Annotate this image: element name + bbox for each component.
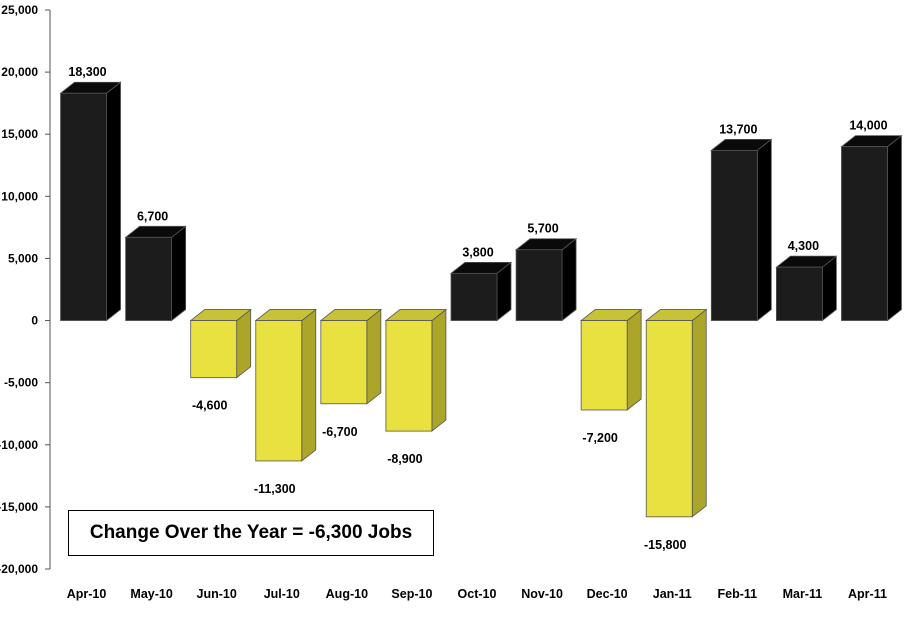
x-tick-label: Feb-11 <box>718 587 758 601</box>
bar-side <box>756 138 772 322</box>
data-label: 13,700 <box>719 122 757 136</box>
x-tick-label: Nov-10 <box>521 587 563 601</box>
x-tick-label: Apr-10 <box>67 587 107 601</box>
bar <box>841 146 888 321</box>
y-tick-label: 0 <box>31 314 38 328</box>
x-tick-label: May-10 <box>130 587 172 601</box>
bar-side <box>561 237 577 322</box>
x-tick-label: Sep-10 <box>391 587 432 601</box>
bar <box>645 320 693 518</box>
x-tick-label: Apr-11 <box>848 587 887 601</box>
bar <box>385 320 433 432</box>
bar-side <box>301 308 317 462</box>
bar-side <box>171 225 187 322</box>
data-label: -6,700 <box>322 425 357 439</box>
data-label: 14,000 <box>849 119 887 133</box>
bar <box>450 272 498 321</box>
y-tick-label: 5,000 <box>8 251 38 265</box>
data-label: 5,700 <box>527 222 558 236</box>
x-tick-label: Jan-11 <box>653 587 692 601</box>
data-label: -7,200 <box>582 431 617 445</box>
x-tick-label: Oct-10 <box>458 587 497 601</box>
bar <box>190 320 238 379</box>
data-label: -15,800 <box>644 538 686 552</box>
bar-side <box>106 81 121 322</box>
bar <box>60 92 107 321</box>
x-tick-label: Jul-10 <box>264 587 300 601</box>
bar-side <box>431 308 447 432</box>
x-tick-label: Aug-10 <box>326 587 368 601</box>
x-tick-label: Mar-11 <box>783 587 823 601</box>
y-tick-label: -20,000 <box>0 562 38 576</box>
y-tick-label: 15,000 <box>1 127 38 141</box>
data-label: -8,900 <box>387 452 422 466</box>
bar-side <box>691 308 707 518</box>
y-tick-label: 20,000 <box>1 65 38 79</box>
x-tick-label: Dec-10 <box>587 587 628 601</box>
y-tick-label: 25,000 <box>1 3 38 17</box>
bar <box>255 320 303 462</box>
annotation-text: Change Over the Year = -6,300 Jobs <box>89 522 413 543</box>
bar <box>125 236 173 321</box>
bar <box>710 149 758 321</box>
bar <box>515 249 563 321</box>
data-label: 3,800 <box>462 245 493 259</box>
bar-side <box>626 308 642 411</box>
data-label: -11,300 <box>254 482 296 496</box>
bar <box>320 320 368 405</box>
annotation-box: Change Over the Year = -6,300 Jobs <box>68 510 434 556</box>
y-tick-label: -5,000 <box>4 376 38 390</box>
data-label: -4,600 <box>192 399 227 413</box>
bar-side <box>366 308 382 405</box>
bar <box>775 266 823 321</box>
data-label: 6,700 <box>137 209 168 223</box>
y-tick-label: -10,000 <box>0 438 38 452</box>
bar <box>580 320 628 411</box>
bar-side <box>236 308 252 379</box>
data-label: 18,300 <box>68 65 106 79</box>
y-tick-label: 10,000 <box>1 189 38 203</box>
bar-side <box>887 134 902 322</box>
x-tick-label: Jun-10 <box>197 587 237 601</box>
data-label: 4,300 <box>788 239 819 253</box>
y-tick-label: -15,000 <box>0 500 38 514</box>
